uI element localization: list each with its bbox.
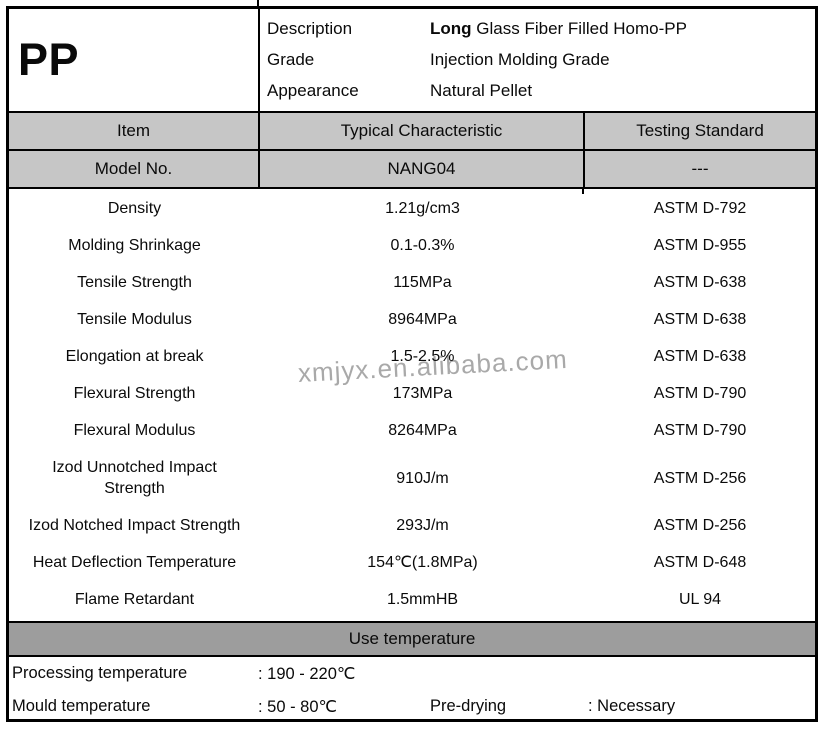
table-row: Tensile Strength 115MPa ASTM D-638	[9, 273, 815, 294]
row-standard: ASTM D-256	[653, 469, 747, 487]
model-standard: ---	[691, 159, 709, 178]
use-temperature-banner: Use temperature	[9, 621, 815, 657]
model-value: NANG04	[260, 151, 585, 187]
row-standard: ASTM D-792	[653, 200, 747, 218]
row-item: Flame Retardant	[74, 591, 195, 609]
row-item: Izod Notched Impact Strength	[28, 517, 241, 535]
product-code: PP	[9, 9, 260, 111]
row-standard: ASTM D-955	[653, 237, 747, 255]
table-row: Flexural Strength 173MPa ASTM D-790	[9, 384, 815, 405]
table-row: Tensile Modulus 8964MPa ASTM D-638	[9, 310, 815, 331]
row-characteristic: 0.1-0.3%	[390, 237, 455, 255]
spec-rows: Density 1.21g/cm3 ASTM D-792 Molding Shr…	[9, 189, 815, 621]
row-item: Molding Shrinkage	[68, 237, 201, 255]
description-value: Long Glass Fiber Filled Homo-PP	[430, 19, 687, 38]
description-value-rest: Glass Fiber Filled Homo-PP	[471, 19, 687, 39]
row-item: Izod Unnotched Impact Strength	[52, 459, 217, 498]
row-item: Heat Deflection Temperature	[32, 554, 237, 572]
top-border-tick	[257, 0, 259, 7]
row-item: Flexural Strength	[73, 385, 196, 403]
row-characteristic: 910J/m	[396, 469, 449, 487]
model-number-row: Model No. NANG04 ---	[9, 151, 815, 189]
appearance-label: Appearance	[267, 80, 359, 100]
description-value-bold: Long	[430, 19, 472, 39]
processing-temperature-value: : 190 - 220℃	[258, 664, 356, 683]
row-standard: UL 94	[678, 591, 722, 609]
row-item: Density	[107, 200, 162, 218]
spec-sheet: xmjyx.en.alibaba.com PP Description Long …	[6, 6, 818, 722]
info-row-grade: Grade Injection Molding Grade	[267, 49, 815, 71]
processing-temperature-label: Processing temperature	[12, 664, 188, 682]
table-row: Flame Retardant 1.5mmHB UL 94	[9, 590, 815, 611]
sheet-content: PP Description Long Glass Fiber Filled Ho…	[9, 9, 815, 719]
table-row: Molding Shrinkage 0.1-0.3% ASTM D-955	[9, 236, 815, 257]
info-row-description: Description Long Glass Fiber Filled Homo-…	[267, 18, 815, 40]
column-divider-tick	[582, 186, 584, 194]
pre-drying-label: Pre-drying	[430, 697, 507, 715]
pre-drying-value: : Necessary	[588, 697, 676, 715]
table-row: Elongation at break 1.5-2.5% ASTM D-638	[9, 347, 815, 368]
table-row: Izod Unnotched Impact Strength 910J/m AS…	[9, 458, 815, 500]
row-standard: ASTM D-790	[653, 385, 747, 403]
row-standard: ASTM D-790	[653, 422, 747, 440]
product-info: Description Long Glass Fiber Filled Homo-…	[260, 9, 815, 111]
header-typical-characteristic: Typical Characteristic	[260, 113, 585, 149]
row-item: Tensile Strength	[77, 274, 192, 292]
row-characteristic: 8964MPa	[388, 311, 457, 329]
table-row: Density 1.21g/cm3 ASTM D-792	[9, 199, 815, 220]
mould-temperature-row: Mould temperature : 50 - 80℃ Pre-drying …	[12, 697, 815, 717]
appearance-value: Natural Pellet	[430, 80, 533, 100]
row-item: Tensile Modulus	[77, 311, 192, 329]
table-row: Heat Deflection Temperature 154℃(1.8MPa)…	[9, 553, 815, 574]
row-characteristic: 173MPa	[392, 385, 453, 403]
row-characteristic: 1.21g/cm3	[385, 200, 460, 218]
grade-value: Injection Molding Grade	[430, 49, 610, 69]
description-label: Description	[267, 19, 353, 39]
row-standard: ASTM D-648	[653, 554, 747, 572]
row-item: Elongation at break	[65, 348, 204, 366]
row-standard: ASTM D-638	[653, 311, 747, 329]
row-characteristic: 115MPa	[393, 274, 452, 292]
row-item: Flexural Modulus	[73, 422, 196, 440]
row-standard: ASTM D-638	[653, 274, 747, 292]
processing-temperature-row: Processing temperature : 190 - 220℃	[12, 664, 815, 684]
row-standard: ASTM D-638	[653, 348, 747, 366]
temperature-section: Processing temperature : 190 - 220℃ Moul…	[9, 657, 815, 723]
row-characteristic: 293J/m	[396, 517, 449, 535]
info-row-appearance: Appearance Natural Pellet	[267, 80, 815, 102]
header-item: Item	[9, 113, 260, 149]
grade-label: Grade	[267, 49, 315, 69]
row-characteristic: 1.5mmHB	[386, 591, 459, 609]
mould-temperature-value: : 50 - 80℃	[258, 697, 338, 716]
product-header: PP Description Long Glass Fiber Filled Ho…	[9, 9, 815, 113]
row-characteristic: 154℃(1.8MPa)	[367, 554, 478, 572]
table-row: Izod Notched Impact Strength 293J/m ASTM…	[9, 516, 815, 537]
table-header-row: Item Typical Characteristic Testing Stan…	[9, 113, 815, 151]
header-testing-standard: Testing Standard	[636, 121, 764, 140]
row-standard: ASTM D-256	[653, 517, 747, 535]
model-label: Model No.	[9, 151, 260, 187]
table-row: Flexural Modulus 8264MPa ASTM D-790	[9, 421, 815, 442]
row-characteristic: 1.5-2.5%	[390, 348, 455, 366]
mould-temperature-label: Mould temperature	[12, 697, 151, 715]
row-characteristic: 8264MPa	[388, 422, 457, 440]
